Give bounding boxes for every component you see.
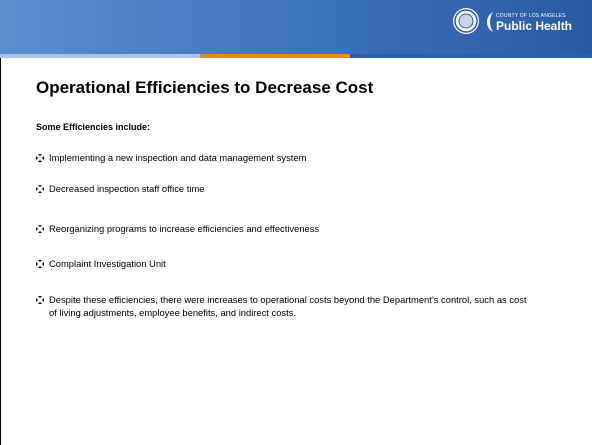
agency-name: COUNTY OF LOS ANGELES: [496, 13, 566, 19]
header-band: [0, 0, 592, 54]
bullet-item: Despite these efficiencies, there were i…: [36, 294, 536, 319]
bullet-text: Implementing a new inspection and data m…: [49, 152, 307, 163]
bullet-text: Complaint Investigation Unit: [49, 258, 166, 269]
bullet-icon: [36, 296, 44, 304]
stripe: [0, 54, 200, 58]
stripe: [200, 54, 350, 58]
bullet-icon: [36, 260, 44, 268]
bullet-text: Decreased inspection staff office time: [49, 183, 205, 194]
department-name: Public Health: [496, 19, 573, 33]
slide-title: Operational Efficiencies to Decrease Cos…: [36, 78, 374, 97]
bullet-item: Reorganizing programs to increase effici…: [36, 223, 536, 236]
bullet-icon: [36, 185, 44, 193]
bullet-text: Despite these efficiencies, there were i…: [49, 294, 527, 318]
bullet-item: Complaint Investigation Unit: [36, 258, 536, 271]
bullet-item: Decreased inspection staff office time: [36, 183, 536, 196]
bullet-icon: [36, 154, 44, 162]
border: [0, 58, 1, 445]
seal-logo: [453, 8, 479, 34]
bullet-item: Implementing a new inspection and data m…: [36, 152, 536, 165]
bullet-text: Reorganizing programs to increase effici…: [49, 223, 320, 234]
bullet-icon: [36, 225, 44, 233]
brand-mark: [487, 12, 493, 32]
stripe: [350, 54, 592, 58]
subtitle: Some Efficiencies include:: [36, 122, 151, 132]
